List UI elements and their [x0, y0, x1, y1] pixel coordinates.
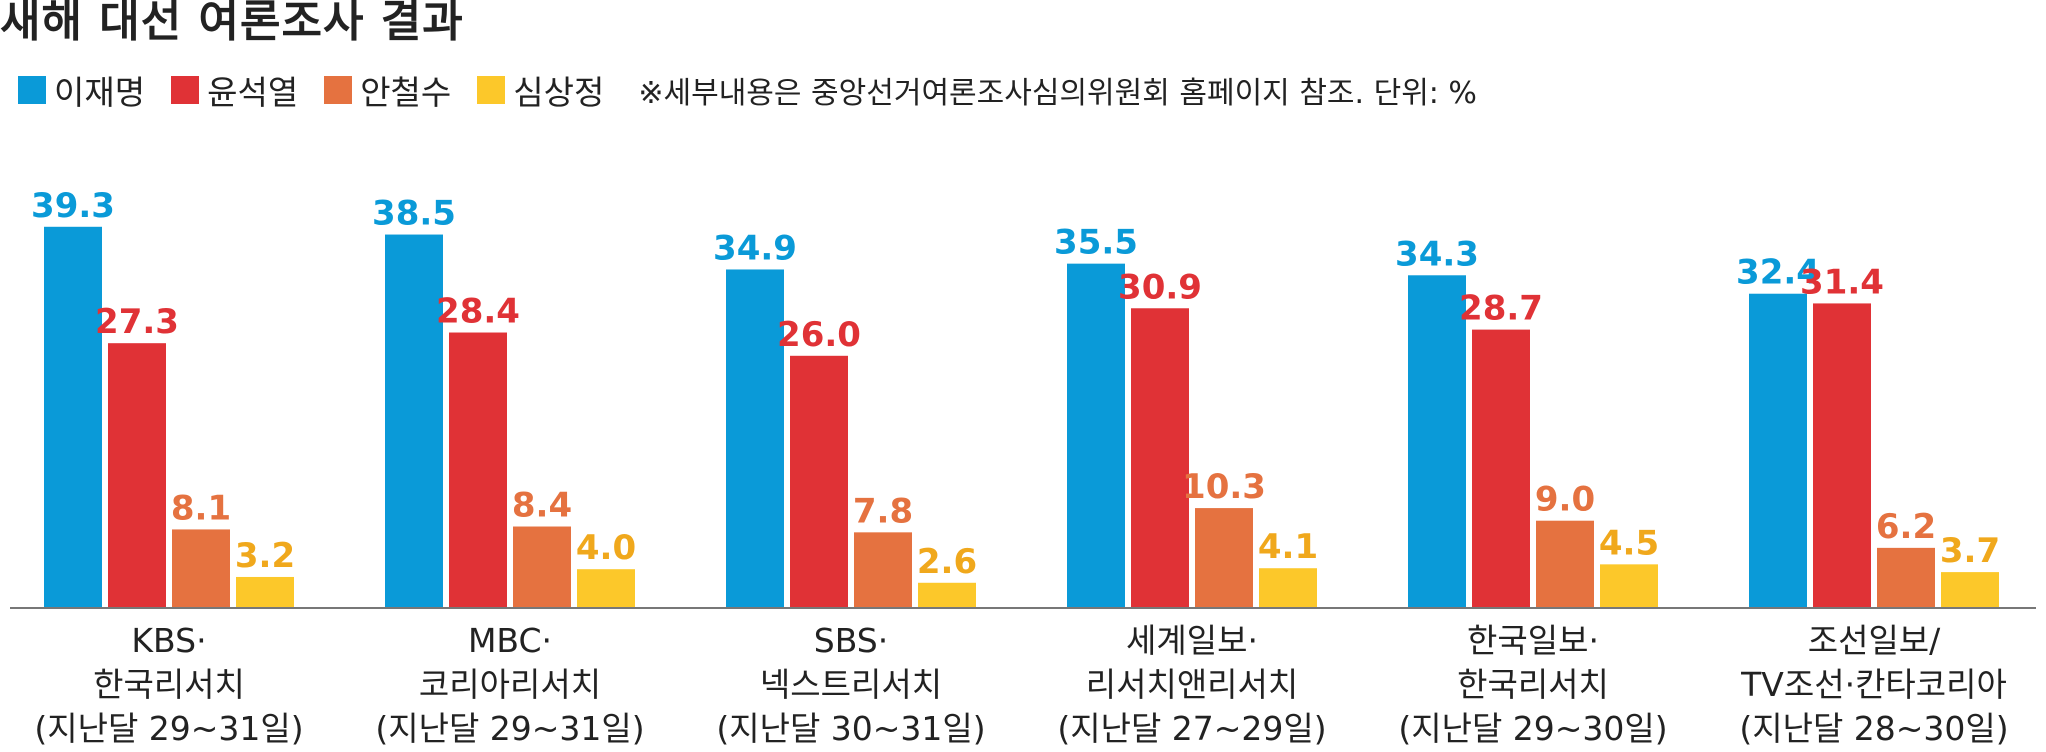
data-label-6-series-1: 32.4: [1736, 253, 1820, 293]
bar-2-series-1: [385, 234, 443, 609]
data-label-3-series-1: 34.9: [713, 228, 797, 268]
legend-swatch-sim: [477, 76, 506, 104]
legend-item-sim: 심상정: [477, 66, 604, 114]
data-label-6-series-4: 3.7: [1940, 531, 2000, 571]
bar-4-series-4: [1259, 568, 1317, 608]
legend-swatch-ahn: [324, 76, 353, 104]
category-label-5-line-3: (지난달 29~30일): [1398, 709, 1667, 748]
data-label-1-series-2: 27.3: [95, 302, 179, 342]
legend-item-lee: 이재명: [18, 66, 145, 114]
category-label-5-line-1: 한국일보·: [1467, 621, 1599, 660]
category-label-2-line-2: 코리아리서치: [419, 665, 601, 704]
data-label-4-series-3: 10.3: [1182, 467, 1266, 507]
bar-5-series-1: [1408, 275, 1466, 608]
bar-6-series-2: [1813, 303, 1871, 608]
chart-title: 새해 대선 여론조사 결과: [0, 0, 464, 47]
data-label-5-series-2: 28.7: [1459, 289, 1543, 329]
category-label-6-line-3: (지난달 28~30일): [1739, 709, 2008, 748]
category-label-3-line-2: 넥스트리서치: [760, 665, 942, 704]
data-label-3-series-4: 2.6: [917, 542, 977, 582]
bar-2-series-2: [449, 332, 507, 608]
bar-5-series-2: [1472, 329, 1530, 608]
bar-2-series-4: [577, 569, 635, 608]
bar-3-series-1: [726, 269, 784, 608]
data-label-2-series-1: 38.5: [372, 194, 456, 234]
bar-4-series-3: [1195, 508, 1253, 608]
legend-label-ahn: 안철수: [360, 73, 452, 112]
category-label-2-line-3: (지난달 29~31일): [375, 709, 644, 748]
legend-swatch-lee: [18, 76, 46, 104]
bar-3-series-2: [790, 355, 848, 608]
bar-1-series-2: [108, 343, 166, 608]
legend-item-yoon: 윤석열: [171, 66, 298, 114]
data-label-5-series-3: 9.0: [1535, 480, 1595, 520]
bar-1-series-1: [44, 226, 102, 609]
data-label-1-series-1: 39.3: [31, 186, 115, 226]
data-label-5-series-4: 4.5: [1599, 523, 1659, 563]
category-label-1-line-3: (지난달 29~31일): [34, 709, 303, 748]
data-label-6-series-3: 6.2: [1876, 507, 1936, 547]
bar-6-series-3: [1877, 547, 1935, 608]
category-label-2-line-1: MBC·: [468, 621, 552, 660]
data-label-6-series-2: 31.4: [1800, 262, 1884, 302]
category-label-1-line-2: 한국리서치: [93, 665, 245, 704]
category-labels-layer: KBS· 한국리서치 (지난달 29~31일) MBC· 코리아리서치 (지난달 29~3…: [34, 621, 2008, 748]
data-label-4-series-4: 4.1: [1258, 527, 1318, 567]
data-label-5-series-1: 34.3: [1395, 234, 1479, 274]
bar-4-series-2: [1131, 308, 1189, 608]
data-label-4-series-1: 35.5: [1054, 223, 1138, 263]
bar-2-series-3: [513, 526, 571, 608]
data-label-4-series-2: 30.9: [1118, 267, 1202, 307]
bar-5-series-3: [1536, 520, 1594, 608]
bar-5-series-4: [1600, 564, 1658, 608]
bar-6-series-1: [1749, 293, 1807, 608]
data-label-2-series-4: 4.0: [576, 528, 636, 568]
data-label-2-series-3: 8.4: [512, 486, 572, 526]
data-label-2-series-2: 28.4: [436, 292, 520, 332]
legend-label-lee: 이재명: [54, 73, 146, 112]
category-label-1-line-1: KBS·: [131, 621, 206, 660]
category-label-3-line-1: SBS·: [814, 621, 888, 660]
legend: 이재명 윤석열 안철수 심상정 ※세부내용은 중앙선거여론조사심의위원회 홈페이…: [18, 70, 1477, 112]
legend-label-yoon: 윤석열: [207, 73, 299, 112]
data-label-1-series-3: 8.1: [171, 488, 231, 528]
category-label-3-line-3: (지난달 30~31일): [716, 709, 985, 748]
bar-6-series-4: [1941, 572, 1999, 608]
category-label-5-line-2: 한국리서치: [1457, 665, 1609, 704]
bar-1-series-4: [236, 576, 294, 608]
category-label-4-line-3: (지난달 27~29일): [1057, 709, 1326, 748]
bar-4-series-1: [1067, 263, 1125, 608]
category-label-6-line-2: TV조선·칸타코리아: [1740, 665, 2007, 704]
source-note: ※세부내용은 중앙선거여론조사심의위원회 홈페이지 참조. 단위: %: [638, 76, 1477, 111]
bars-layer: [44, 226, 1999, 609]
bar-1-series-3: [172, 529, 230, 608]
legend-item-ahn: 안철수: [324, 66, 451, 114]
category-label-4-line-2: 리서치앤리서치: [1086, 665, 1299, 704]
bar-3-series-3: [854, 532, 912, 608]
data-label-1-series-4: 3.2: [235, 536, 295, 576]
legend-label-sim: 심상정: [513, 73, 605, 112]
category-label-4-line-1: 세계일보·: [1126, 621, 1258, 660]
data-label-3-series-3: 7.8: [853, 491, 913, 531]
category-label-6-line-1: 조선일보/: [1808, 621, 1941, 660]
data-label-3-series-2: 26.0: [777, 315, 861, 355]
legend-swatch-yoon: [171, 76, 200, 104]
value-labels-layer: 39.327.38.13.238.528.48.44.034.926.07.82…: [31, 186, 2000, 582]
bar-3-series-4: [918, 582, 976, 608]
